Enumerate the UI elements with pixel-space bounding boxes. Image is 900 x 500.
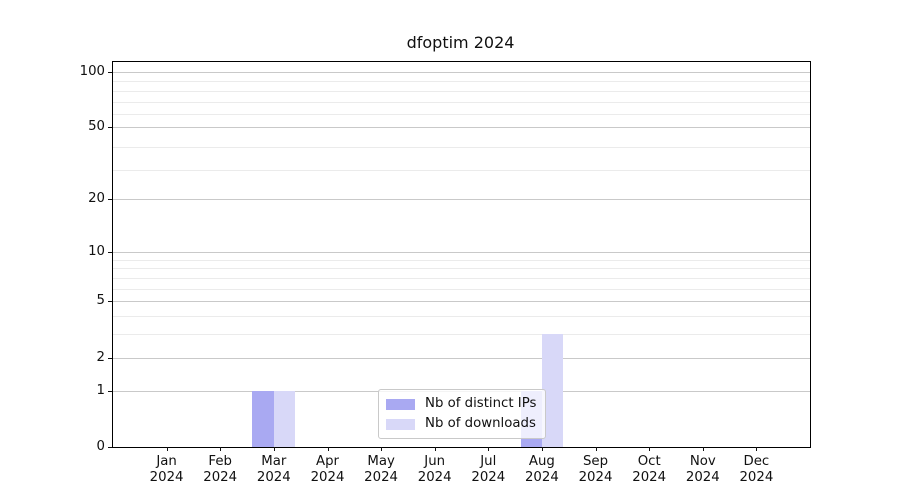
y-tick-mark — [108, 447, 112, 448]
y-tick-mark — [108, 301, 112, 303]
x-tick-label: Feb 2024 — [203, 454, 238, 485]
y-tick-mark — [108, 127, 112, 129]
x-tick-label: Aug 2024 — [524, 454, 559, 485]
x-tick-mark — [434, 447, 436, 451]
legend-swatch-distinct-ips — [386, 398, 415, 410]
legend-row-distinct-ips: Nb of distinct IPs — [386, 396, 538, 412]
x-tick-mark — [327, 447, 329, 451]
gridline-minor — [113, 288, 810, 290]
legend-label-distinct-ips: Nb of distinct IPs — [425, 396, 537, 411]
y-tick-mark — [108, 357, 112, 359]
x-tick-mark — [756, 447, 758, 451]
y-tick-mark — [108, 199, 112, 201]
x-tick-mark — [595, 447, 597, 451]
gridline-minor — [113, 81, 810, 83]
y-tick-mark — [108, 390, 112, 392]
y-tick-label: 10 — [88, 244, 105, 259]
gridline-minor — [113, 170, 810, 172]
gridline-major — [113, 357, 810, 359]
gridline-minor — [113, 259, 810, 261]
x-tick-mark — [649, 447, 651, 451]
y-tick-label: 0 — [96, 439, 105, 454]
plot-area: Nb of distinct IPs Nb of downloads 0 1 2 5 1… — [80, 61, 811, 485]
gridline-major — [113, 71, 810, 73]
y-tick-label: 50 — [88, 119, 105, 135]
x-tick-mark — [702, 447, 704, 451]
y-tick-mark — [108, 71, 112, 73]
y-tick-label: 5 — [96, 293, 105, 309]
x-tick-mark — [488, 447, 490, 451]
legend-swatch-downloads — [386, 418, 415, 430]
gridline-major — [113, 127, 810, 129]
x-tick-label: Oct 2024 — [632, 454, 667, 485]
y-tick-mark — [108, 252, 112, 253]
x-tick-mark — [541, 447, 543, 451]
x-tick-label: May 2024 — [364, 454, 399, 485]
gridline-major — [113, 199, 810, 201]
gridline-minor — [113, 334, 810, 336]
legend-label-downloads: Nb of downloads — [425, 416, 536, 431]
x-tick-label: Nov 2024 — [685, 454, 720, 485]
bar-distinct-ips — [252, 390, 274, 447]
gridline-major — [113, 301, 810, 303]
x-tick-label: Sep 2024 — [578, 454, 613, 485]
x-tick-mark — [273, 447, 275, 451]
x-tick-mark — [166, 447, 168, 451]
y-tick-label: 100 — [79, 63, 105, 79]
y-tick-label: 1 — [96, 382, 105, 398]
y-tick-label: 2 — [96, 349, 105, 365]
x-tick-label: Dec 2024 — [739, 454, 774, 485]
x-tick-label: Mar 2024 — [256, 454, 291, 485]
x-tick-label: Apr 2024 — [310, 454, 345, 485]
legend-row-downloads: Nb of downloads — [386, 416, 538, 432]
gridline-minor — [113, 114, 810, 116]
gridline-minor — [113, 90, 810, 92]
gridline-minor — [113, 277, 810, 279]
chart-title: dfoptim 2024 — [406, 33, 515, 52]
y-tick-label: 20 — [88, 191, 105, 207]
x-tick-label: Jan 2024 — [149, 454, 184, 485]
legend: Nb of distinct IPs Nb of downloads — [378, 389, 546, 439]
bar-downloads — [273, 390, 296, 447]
x-tick-mark — [381, 447, 383, 451]
x-tick-label: Jul 2024 — [471, 454, 506, 485]
gridline-minor — [113, 101, 810, 103]
bar-downloads — [541, 334, 564, 447]
gridline-minor — [113, 268, 810, 270]
gridline-minor — [113, 316, 810, 318]
x-tick-label: Jun 2024 — [417, 454, 452, 485]
x-tick-mark — [220, 447, 222, 451]
gridline-major — [113, 252, 810, 253]
gridline-minor — [113, 147, 810, 148]
